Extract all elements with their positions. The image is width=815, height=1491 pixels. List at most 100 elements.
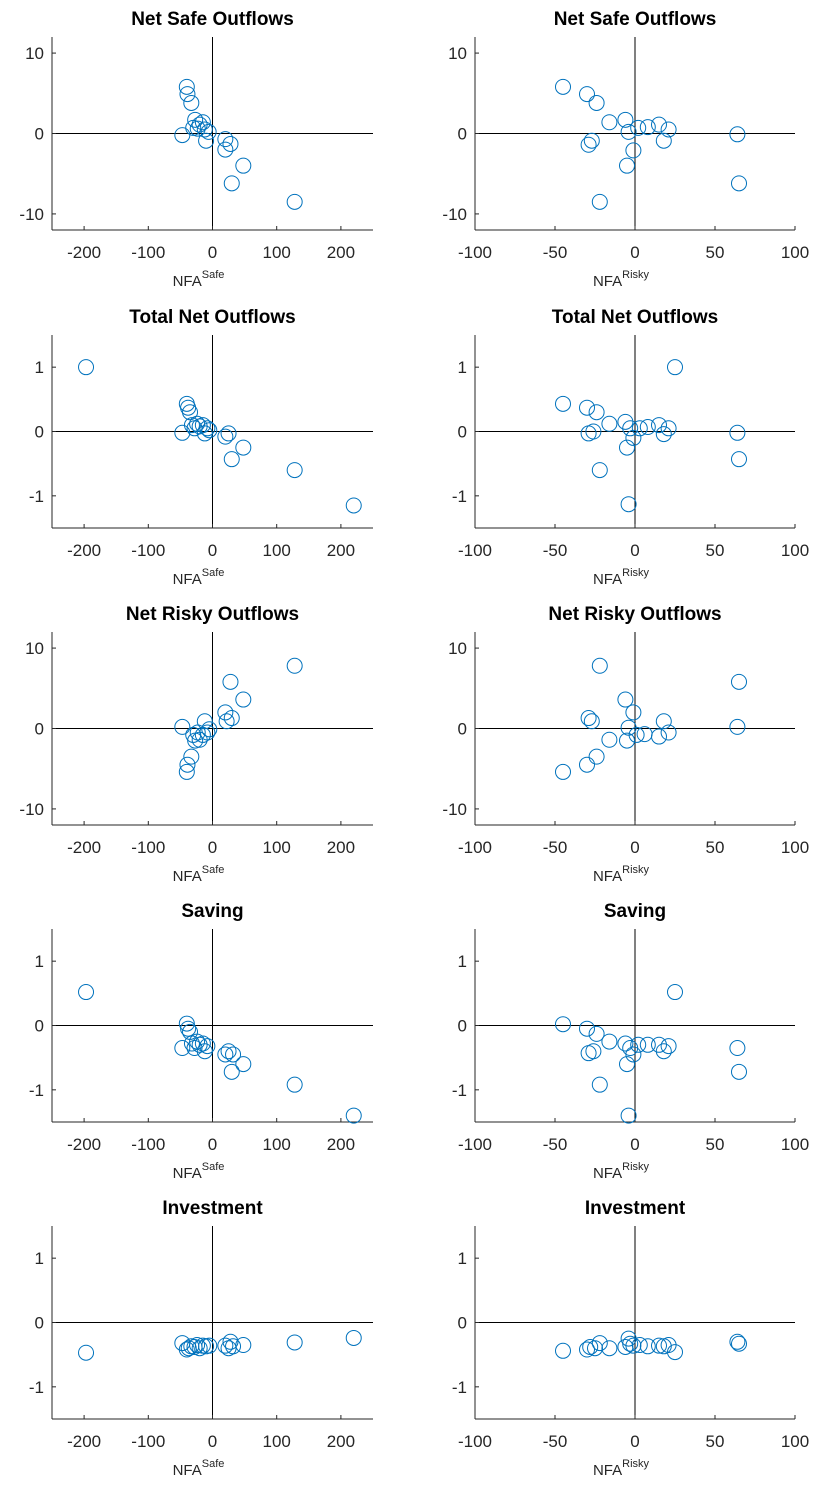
point (174, 127, 191, 144)
point (667, 359, 683, 376)
x-tick-label: -200 (67, 1432, 101, 1451)
x-tick-label: 0 (208, 243, 217, 262)
y-tick-label: 0 (35, 720, 44, 739)
point (579, 1020, 595, 1037)
x-axis-label: NFARisky (593, 269, 650, 290)
point (579, 399, 595, 416)
x-tick-label: 0 (630, 1135, 639, 1154)
point (580, 710, 597, 727)
x-tick-label: 100 (263, 541, 291, 560)
x-tick-label: 0 (208, 838, 217, 857)
x-tick-label: -100 (131, 243, 165, 262)
point (555, 1342, 571, 1359)
y-tick-label: 0 (458, 1314, 467, 1333)
point (588, 748, 605, 765)
point (199, 724, 216, 741)
x-axis-label-sup: Risky (622, 1458, 649, 1470)
point (660, 420, 677, 437)
y-tick-label: -1 (29, 1378, 44, 1397)
subplot-title: Net Risky Outflows (548, 604, 721, 625)
x-tick-label: -100 (131, 1135, 165, 1154)
point (286, 462, 303, 479)
point (198, 132, 215, 149)
point (222, 1333, 239, 1350)
point (579, 86, 595, 103)
point (194, 1035, 211, 1052)
point (660, 1038, 677, 1055)
point (625, 429, 642, 446)
point (178, 78, 195, 95)
point (630, 1036, 647, 1053)
point (601, 1340, 618, 1357)
subplot-title: Saving (604, 901, 666, 922)
point (200, 123, 217, 140)
x-tick-label: 100 (781, 541, 809, 560)
x-axis-label-main: NFA (593, 273, 622, 290)
point (178, 763, 195, 780)
x-tick-label: -200 (67, 243, 101, 262)
point (625, 704, 642, 721)
point (223, 710, 240, 727)
point (620, 123, 637, 140)
point (78, 1344, 95, 1361)
point (729, 424, 746, 441)
point (223, 175, 240, 192)
x-tick-label: -50 (543, 1432, 568, 1451)
x-axis-label-sup: Risky (622, 269, 649, 281)
x-axis-label-main: NFA (173, 571, 202, 588)
y-tick-label: 1 (458, 358, 467, 377)
x-tick-label: -200 (67, 838, 101, 857)
subplot-title: Net Safe Outflows (131, 9, 294, 30)
x-axis-label-main: NFA (593, 1462, 622, 1479)
point (235, 1337, 252, 1354)
y-tick-label: -10 (442, 800, 467, 819)
y-tick-label: 0 (35, 1017, 44, 1036)
point (619, 1056, 635, 1073)
y-tick-label: -10 (19, 800, 44, 819)
subplot-title: Net Risky Outflows (126, 604, 299, 625)
point (617, 1035, 634, 1052)
y-tick-label: 0 (35, 125, 44, 144)
point (189, 1337, 206, 1354)
x-tick-label: 50 (706, 1135, 725, 1154)
x-tick-label: 50 (706, 1432, 725, 1451)
point (191, 1036, 208, 1053)
x-tick-label: 100 (781, 243, 809, 262)
point (220, 425, 237, 442)
x-axis-label-main: NFA (173, 273, 202, 290)
x-tick-label: -100 (458, 838, 492, 857)
point (731, 673, 747, 690)
point (655, 132, 672, 149)
y-tick-label: 1 (458, 952, 467, 971)
point (651, 1036, 667, 1053)
x-tick-label: 100 (263, 838, 291, 857)
point (174, 718, 191, 735)
point (620, 1107, 637, 1124)
y-tick-label: 10 (25, 639, 44, 658)
point (582, 1338, 599, 1355)
point (651, 417, 667, 434)
x-axis-label: NFASafe (173, 864, 225, 885)
point (617, 111, 634, 128)
x-tick-label: 0 (630, 838, 639, 857)
x-tick-label: -100 (458, 1432, 492, 1451)
y-tick-label: 0 (458, 720, 467, 739)
point (217, 1046, 234, 1063)
x-axis-label-sup: Risky (622, 567, 649, 579)
point (286, 657, 303, 674)
x-axis-label: NFARisky (593, 864, 650, 885)
point (217, 1337, 234, 1354)
x-tick-label: 200 (327, 1135, 355, 1154)
point (588, 94, 605, 111)
point (591, 462, 608, 479)
y-tick-label: -10 (442, 205, 467, 224)
x-axis-label-main: NFA (173, 868, 202, 885)
point (178, 1015, 195, 1032)
x-axis-label-main: NFA (593, 571, 622, 588)
x-tick-label: 100 (263, 243, 291, 262)
point (555, 395, 571, 412)
y-tick-label: 1 (458, 1249, 467, 1268)
